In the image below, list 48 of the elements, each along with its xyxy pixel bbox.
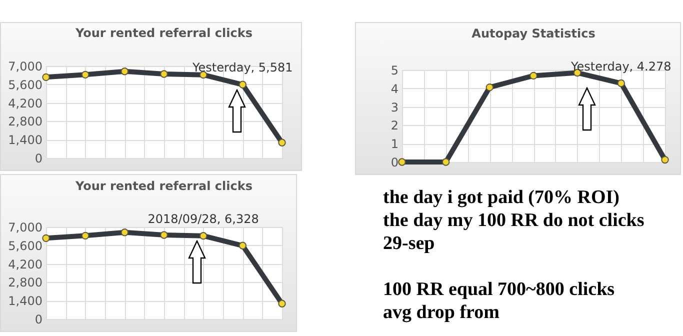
point [160,231,168,239]
text: 29-sep [383,232,436,255]
y-tick-label: 5,600 [8,238,42,253]
text: 100 RR equal 700~800 clicks [383,278,616,301]
point [42,73,50,82]
text: the day i got paid (70% ROI) [383,186,620,209]
point [42,234,50,242]
y-tick-label: 5,600 [8,78,42,92]
point [530,72,538,80]
chart-title: Autopay Statistics [472,26,596,40]
y-tick-label: 0 [34,312,42,326]
y-tick-label: 2,800 [8,114,42,129]
annotation: Yesterday, 5,581 [192,60,293,75]
annotation: 2018/09/28, 6,328 [148,212,259,226]
point [661,156,669,164]
y-tick-label: 4,200 [8,96,42,110]
point [238,80,247,88]
y-tick-label: 1 [390,137,398,152]
chart-title: Your rented referral clicks [74,26,252,40]
y-tick-label: 0 [34,152,42,166]
y-tick-label: 7,000 [8,60,42,74]
point [442,158,450,166]
text: avg drop from [383,301,500,324]
y-tick-label: 7,000 [8,220,42,234]
y-tick-label: 3 [390,100,398,114]
point [486,83,494,92]
y-tick-label: 4 [390,82,398,96]
y-tick-label: 1,400 [8,133,42,148]
point [81,70,90,79]
y-tick-label: 2 [390,118,398,133]
chart-title: Your rented referral clicks [74,178,252,193]
text: the day my 100 RR do not clicks [383,209,644,232]
point [81,232,90,240]
point [199,232,208,240]
point [278,138,286,146]
point [120,228,129,236]
y-tick-label: 2,800 [8,276,42,290]
y-tick-label: 4,200 [8,257,42,272]
point [120,68,129,76]
y-tick-label: 1,400 [8,294,42,308]
point [398,158,406,166]
y-tick-label: 5 [390,64,398,78]
annotation: Yesterday, 4.278 [570,59,672,74]
point [278,300,286,308]
point [617,79,626,88]
point [238,242,247,250]
point [160,70,168,78]
y-tick-label: 0 [390,156,398,170]
